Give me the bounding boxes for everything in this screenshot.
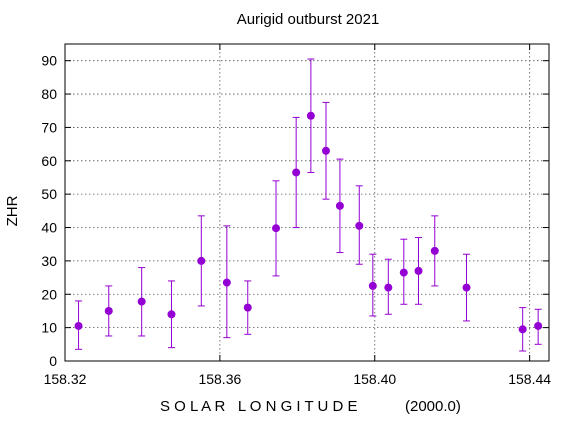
y-axis-ticks: 0 10 20 30 40 50 60 70 80 90 (41, 53, 549, 369)
data-point (399, 268, 408, 277)
data-point (292, 168, 301, 177)
data-point (335, 201, 344, 210)
data-point (321, 146, 330, 155)
x-axis-label-epoch: (2000.0) (405, 398, 461, 415)
data-points (74, 111, 543, 334)
data-point (414, 266, 423, 275)
y-tick-label: 70 (41, 119, 57, 135)
data-point (272, 224, 281, 233)
data-point (534, 321, 543, 330)
data-point (222, 278, 231, 287)
x-axis-label-main: S O L A R L O N G I T U D E (160, 398, 358, 415)
y-tick-label: 0 (49, 353, 57, 369)
data-point (384, 283, 393, 292)
data-point (197, 256, 206, 265)
data-point (462, 283, 471, 292)
error-bars (75, 58, 542, 352)
data-point (104, 306, 113, 315)
y-tick-label: 60 (41, 153, 57, 169)
grid-lines (65, 44, 549, 361)
y-tick-label: 30 (41, 253, 57, 269)
x-axis-ticks: 158.32 158.36 158.40 158.44 (44, 44, 551, 387)
y-tick-label: 10 (41, 320, 57, 336)
data-point (430, 246, 439, 255)
data-point (306, 111, 315, 120)
x-tick-label: 158.40 (353, 371, 396, 387)
y-tick-label: 20 (41, 286, 57, 302)
data-point (368, 281, 377, 290)
data-point (74, 321, 83, 330)
y-tick-label: 40 (41, 220, 57, 236)
plot-frame (64, 43, 550, 362)
chart-title: Aurigid outburst 2021 (237, 11, 380, 28)
x-tick-label: 158.32 (44, 371, 87, 387)
x-tick-label: 158.44 (508, 371, 551, 387)
y-tick-label: 90 (41, 53, 57, 69)
data-point (243, 303, 252, 312)
y-tick-label: 50 (41, 186, 57, 202)
data-point (518, 325, 527, 334)
y-axis-label: ZHR (4, 195, 21, 226)
data-point (167, 310, 176, 319)
x-axis-label: S O L A R L O N G I T U D E (2000.0) (160, 398, 461, 415)
data-point (137, 297, 146, 306)
y-tick-label: 80 (41, 86, 57, 102)
data-point (355, 221, 364, 230)
x-tick-label: 158.36 (198, 371, 241, 387)
